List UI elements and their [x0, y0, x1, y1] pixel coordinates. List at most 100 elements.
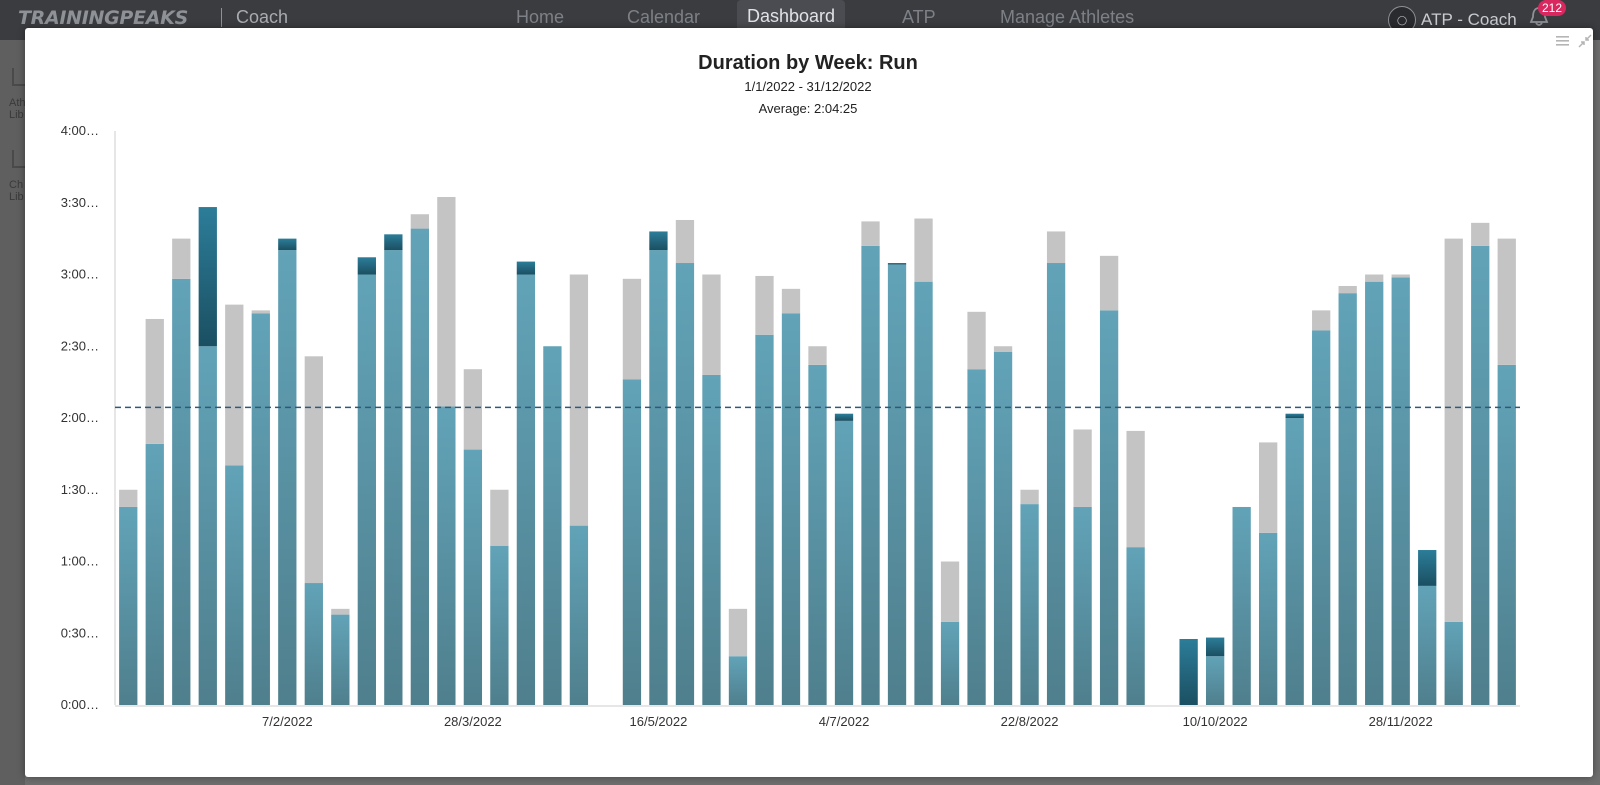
x-tick-label: 28/11/2022 [1369, 714, 1433, 729]
bar-over-plan [357, 257, 376, 275]
bar-over-plan [1285, 413, 1304, 418]
bar-planned [1046, 231, 1066, 264]
bar-planned [1391, 274, 1410, 278]
bar-planned [1444, 238, 1463, 622]
product-name: Coach [236, 7, 289, 27]
bar-planned [437, 197, 456, 407]
nav-calendar[interactable]: Calendar [627, 7, 701, 27]
bar-completed [278, 250, 297, 706]
y-tick-label: 1:00… [61, 554, 99, 569]
bar-completed [1285, 418, 1304, 705]
bar-completed [1099, 310, 1119, 705]
trainingpeaks-logo[interactable]: TRAININGPEAKS [18, 7, 188, 29]
y-tick-label: 0:30… [61, 625, 99, 640]
bar-planned [1365, 274, 1384, 282]
bar-planned [861, 221, 880, 246]
bar-planned [1338, 285, 1357, 294]
athlete-library-icon[interactable] [12, 68, 28, 86]
chart-menu-icon[interactable] [1556, 35, 1569, 47]
y-tick-label: 3:00… [61, 267, 99, 282]
bar-completed [331, 614, 350, 705]
bar-completed [384, 250, 403, 706]
notification-count-badge: 212 [1538, 0, 1567, 16]
y-tick-label: 0:00… [61, 697, 99, 712]
nav-manage-athletes[interactable]: Manage Athletes [1000, 7, 1135, 27]
bar-completed [675, 263, 695, 705]
chart-title: Duration by Week: Run [698, 52, 918, 74]
bar-over-plan [887, 263, 907, 265]
bar-planned [755, 275, 774, 335]
bar-completed [834, 420, 854, 705]
bar-planned [1471, 222, 1490, 246]
sidebar: Ath Lib Ch Lib [0, 40, 28, 785]
sidebar-item-athlete-library[interactable]: Ath Lib [9, 97, 26, 121]
bar-over-plan [834, 413, 854, 421]
bar-planned [914, 218, 933, 282]
x-tick-label: 28/3/2022 [444, 714, 502, 729]
bar-completed [251, 313, 270, 705]
bar-completed [304, 583, 323, 705]
bar-over-plan [1418, 550, 1437, 586]
chart-library-icon[interactable] [12, 150, 28, 168]
bar-completed [410, 228, 430, 705]
bar-completed [1205, 656, 1225, 705]
bar-planned [675, 219, 695, 264]
bar-completed [1126, 547, 1145, 705]
bar-completed [649, 250, 668, 706]
bar-planned [1126, 430, 1145, 548]
bar-completed [781, 313, 801, 705]
bar-planned [410, 214, 430, 229]
bar-completed [702, 374, 721, 705]
bar-completed [463, 449, 483, 705]
chart-subtitle: 1/1/2022 - 31/12/2022 [744, 79, 871, 94]
bar-completed [808, 364, 827, 705]
bar-completed [887, 264, 907, 705]
user-label: ATP - Coach [1421, 10, 1517, 29]
bar-planned [331, 608, 350, 615]
logo-separator [221, 8, 222, 27]
bar-completed [967, 369, 986, 705]
bar-planned [781, 288, 801, 314]
y-tick-label: 3:30… [61, 195, 99, 210]
x-tick-label: 4/7/2022 [819, 714, 870, 729]
bar-completed [622, 379, 642, 705]
bar-planned [622, 278, 642, 380]
bar-planned [119, 489, 138, 507]
bar-completed [728, 656, 748, 705]
nav-dashboard[interactable]: Dashboard [737, 0, 846, 33]
x-tick-label: 10/10/2022 [1183, 714, 1248, 729]
sidebar-item-chart-library[interactable]: Ch Lib [9, 179, 24, 203]
bar-planned [728, 608, 748, 657]
top-navigation-bar: TRAININGPEAKS Coach Home Calendar Dashbo… [0, 0, 1600, 40]
y-axis: 0:00… 0:30… 1:00… 1:30… 2:00… 2:30… 3:00… 3:30…… [61, 123, 116, 712]
bar-completed [569, 525, 589, 705]
bar-completed [437, 406, 456, 705]
bar-planned [993, 346, 1013, 352]
bar-planned [1073, 429, 1092, 507]
bar-planned [1312, 310, 1331, 331]
bar-planned [463, 369, 483, 450]
bar-planned [251, 310, 270, 314]
bar-completed [1259, 532, 1278, 705]
bar-completed [914, 281, 933, 705]
bar-completed [490, 545, 509, 705]
collapse-icon[interactable] [1578, 34, 1592, 48]
bar-planned [1020, 489, 1039, 505]
nav-atp[interactable]: ATP [902, 7, 936, 27]
bar-over-plan [516, 261, 536, 275]
bar-completed [1444, 621, 1463, 705]
bar-completed [1020, 504, 1039, 705]
bar-completed [1365, 281, 1384, 705]
x-tick-label: 16/5/2022 [630, 714, 688, 729]
bar-completed [1073, 506, 1092, 705]
bar-completed [1497, 364, 1516, 705]
bar-completed [993, 351, 1013, 705]
nav-home[interactable]: Home [516, 7, 565, 27]
bar-planned [490, 489, 509, 546]
bar-planned [1099, 255, 1119, 311]
bar-planned [967, 311, 986, 370]
bar-planned [569, 274, 589, 526]
bar-over-plan [1205, 637, 1225, 657]
bar-completed [543, 346, 562, 705]
x-axis: 7/2/2022 28/3/2022 16/5/2022 4/7/2022 22/8/2… [115, 705, 1520, 729]
